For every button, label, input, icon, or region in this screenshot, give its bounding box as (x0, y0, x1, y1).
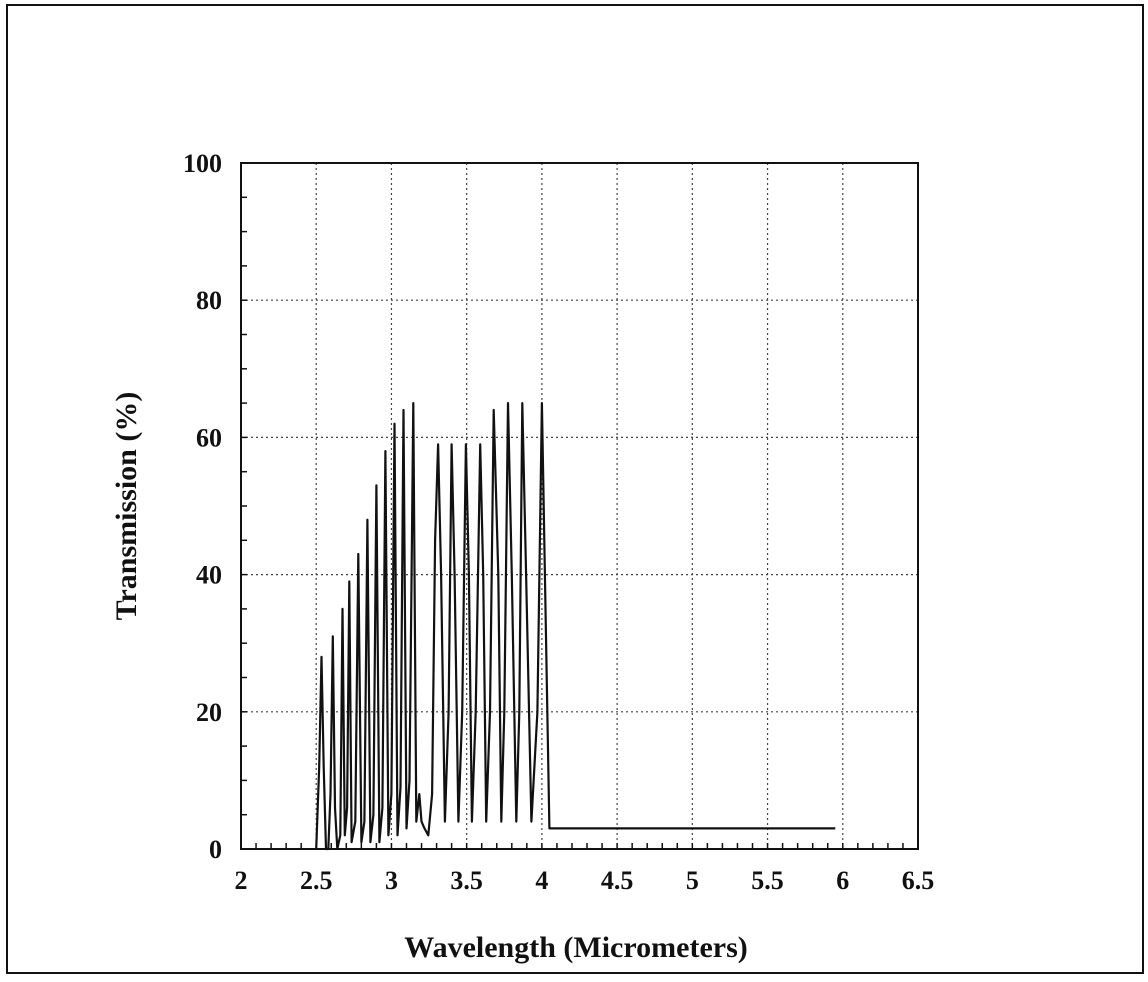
x-tick-labels: 2 2.5 3 3.5 4 4.5 5 5.5 6 6.5 (235, 866, 935, 895)
x-axis-title: Wavelength (Micrometers) (404, 931, 748, 964)
x-tick-label: 3 (385, 866, 398, 895)
x-tick-label: 4 (535, 866, 548, 895)
y-axis-title: Transmission (%) (110, 392, 143, 621)
x-tick-label: 2 (235, 866, 248, 895)
plot-area-border (240, 162, 919, 850)
chart-frame (6, 4, 1144, 974)
y-tick-label: 40 (196, 561, 222, 590)
x-tick-label: 4.5 (601, 866, 634, 895)
y-tick-label: 80 (196, 286, 222, 315)
x-tick-label: 5 (686, 866, 699, 895)
x-tick-label: 2.5 (300, 866, 333, 895)
x-tick-label: 3.5 (450, 866, 483, 895)
data-layer (315, 402, 836, 851)
x-tick-label: 6.5 (902, 866, 935, 895)
y-tick-label: 20 (196, 698, 222, 727)
x-tick-label: 5.5 (751, 866, 784, 895)
y-tick-label: 0 (209, 835, 222, 864)
series-line-0 (315, 402, 836, 851)
minor-ticks (240, 162, 919, 850)
y-tick-labels: 0 20 40 60 80 100 (183, 149, 222, 864)
grid-lines (241, 163, 918, 849)
y-tick-label: 60 (196, 423, 222, 452)
y-tick-label: 100 (183, 149, 222, 178)
x-tick-label: 6 (836, 866, 849, 895)
